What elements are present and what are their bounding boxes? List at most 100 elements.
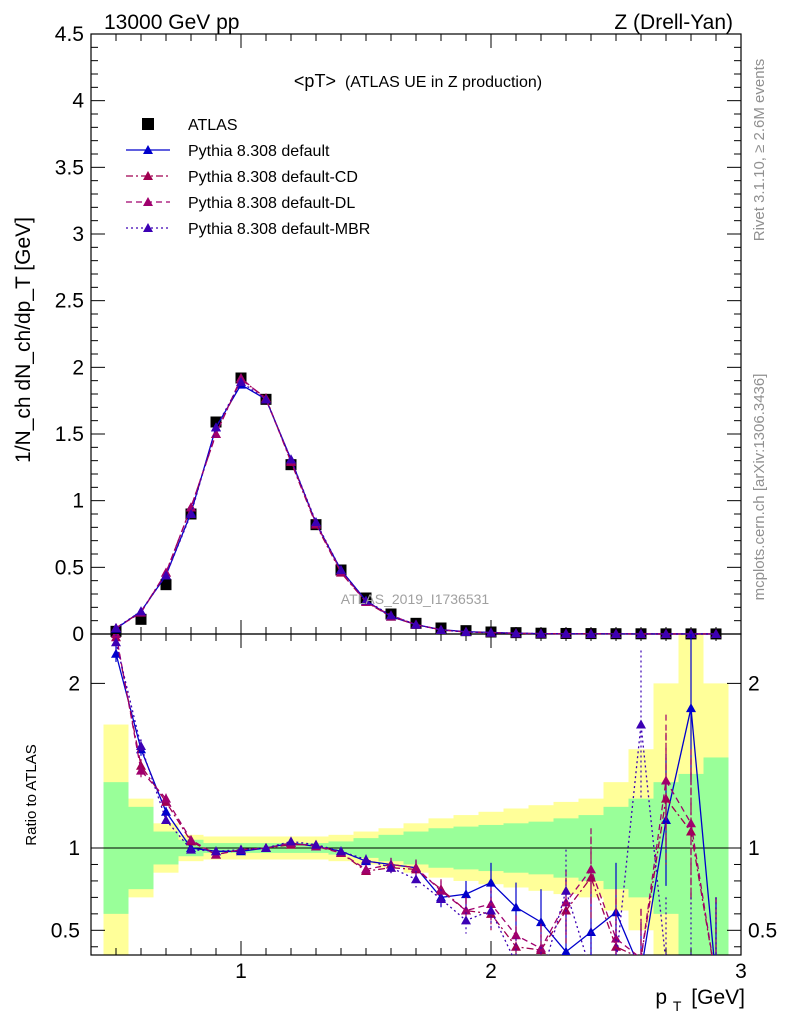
ratio-point-mbr: [711, 975, 721, 984]
ratio-y-tick-label: 0.5: [51, 919, 80, 942]
legend-marker-cd: [143, 171, 153, 180]
x-axis-label-unit: [GeV]: [691, 986, 745, 1009]
main-point-dl: [186, 502, 196, 512]
main-point-mbr: [561, 628, 571, 638]
main-point-mbr: [161, 570, 171, 580]
main-y-tick-label: 0.5: [55, 556, 84, 579]
ratio-point-dl: [361, 864, 371, 874]
ratio-point-cd: [711, 975, 721, 984]
main-point-mbr: [511, 628, 521, 638]
main-y-tick-label: 2: [72, 356, 84, 379]
ratio-point-default: [161, 806, 171, 816]
rivet-version-label: Rivet 3.1.10, ≥ 2.6M events: [751, 59, 768, 242]
main-point-mbr: [411, 619, 421, 629]
ratio-point-mbr: [361, 854, 371, 864]
ratio-point-default: [486, 877, 496, 887]
plot-title: <pT> (ATLAS UE in Z production): [294, 71, 542, 91]
main-point-mbr: [261, 394, 271, 404]
main-point-mbr: [686, 628, 696, 638]
ratio-point-dl: [486, 898, 496, 908]
ratio-point-dl: [640, 953, 642, 955]
ratio-point-default: [711, 975, 721, 984]
main-point-mbr: [136, 606, 146, 616]
ratio-point-default: [561, 946, 571, 955]
main-point-mbr: [286, 454, 296, 464]
main-y-tick-label: 2.5: [55, 290, 84, 313]
ratio-point-default: [636, 966, 646, 975]
ratio-point-default: [686, 703, 696, 713]
ratio-series-group: [111, 634, 721, 984]
data-series: [110, 372, 722, 984]
main-y-tick-label: 3.5: [55, 156, 84, 179]
x-axis-label-main: p: [655, 986, 667, 1009]
atlas-data-point: [160, 579, 172, 591]
main-point-mbr: [661, 628, 671, 638]
main-point-mbr: [636, 628, 646, 638]
ratio-point-mbr: [461, 915, 471, 925]
ratio-y-tick-label: 1: [68, 837, 80, 860]
x-tick-label: 2: [485, 960, 497, 983]
main-point-mbr: [386, 610, 396, 620]
ratio-point-mbr: [636, 719, 646, 729]
ratio-point-dl: [186, 834, 196, 844]
ratio-y-tick-label: 2: [68, 672, 80, 695]
main-point-mbr: [311, 517, 321, 526]
main-y-axis-label: 1/N_ch dN_ch/dp_T [GeV]: [12, 217, 35, 463]
x-tick-label: 1: [235, 960, 247, 983]
ratio-point-mbr: [536, 975, 546, 984]
ratio-point-dl: [161, 793, 171, 803]
ratio-point-mbr: [661, 958, 671, 967]
ratio-point-mbr: [286, 836, 296, 846]
legend-label-cd: Pythia 8.308 default-CD: [188, 169, 358, 186]
ratio-point-mbr: [611, 958, 621, 967]
main-y-tick-label: 1.5: [55, 423, 84, 446]
main-point-mbr: [211, 422, 221, 432]
ratio-point-dl: [511, 930, 521, 940]
legend-label-dl: Pythia 8.308 default-DL: [188, 195, 355, 212]
ratio-point-mbr: [236, 844, 246, 854]
main-point-mbr: [611, 628, 621, 638]
main-point-mbr: [461, 627, 471, 636]
ratio-point-mbr: [561, 885, 571, 895]
axis-tick-labels: 1 2 3 0 0.5 1 1.5 2 2.5 3 3.5 4 4.5 0.5 0.5 1 1 2 2: [51, 23, 777, 983]
ratio-point-mbr: [161, 815, 171, 825]
ratio-point-dl: [711, 975, 721, 984]
header-left-label: 13000 GeV pp: [104, 11, 239, 34]
main-point-mbr: [111, 623, 121, 632]
ratio-point-dl: [136, 765, 146, 775]
ratio-point-dl: [586, 864, 596, 874]
main-point-mbr: [486, 627, 496, 637]
ratio-y-tick-label-right: 2: [748, 672, 760, 695]
legend-marker-default: [143, 145, 153, 154]
ratio-y-tick-label-right: 1: [748, 837, 760, 860]
main-point-mbr: [361, 595, 371, 605]
main-y-tick-label: 4: [72, 90, 84, 113]
ratio-point-dl: [461, 905, 471, 915]
x-tick-label: 3: [735, 960, 747, 983]
x-axis-label-sub: T: [673, 998, 682, 1014]
ratio-point-mbr: [111, 637, 121, 647]
ratio-point-default: [536, 917, 546, 927]
ratio-point-cd: [611, 941, 621, 951]
legend-marker-dl: [143, 197, 153, 206]
legend-atlas-marker: [142, 118, 154, 130]
ratio-point-dl: [686, 818, 696, 828]
x-axis-label: p T [GeV]: [655, 986, 745, 1016]
ratio-point-mbr: [511, 958, 521, 967]
analysis-watermark: ATLAS_2019_I1736531: [341, 591, 490, 607]
ratio-point-dl: [661, 775, 671, 785]
main-point-mbr: [186, 509, 196, 518]
ratio-point-mbr: [411, 874, 421, 884]
ratio-point-mbr: [136, 740, 146, 750]
plot-title-sub: (ATLAS UE in Z production): [345, 74, 542, 91]
main-y-tick-label: 3: [72, 223, 84, 246]
ratio-point-dl: [561, 897, 571, 907]
axis-ticks: [90, 33, 742, 955]
ratio-point-mbr: [261, 843, 271, 852]
ratio-point-default: [111, 648, 121, 658]
main-point-mbr: [711, 628, 721, 638]
ratio-point-mbr: [186, 844, 196, 854]
header-right-label: Z (Drell-Yan): [614, 11, 733, 34]
ratio-point-dl: [411, 862, 421, 872]
atlas-data-point: [210, 416, 222, 428]
